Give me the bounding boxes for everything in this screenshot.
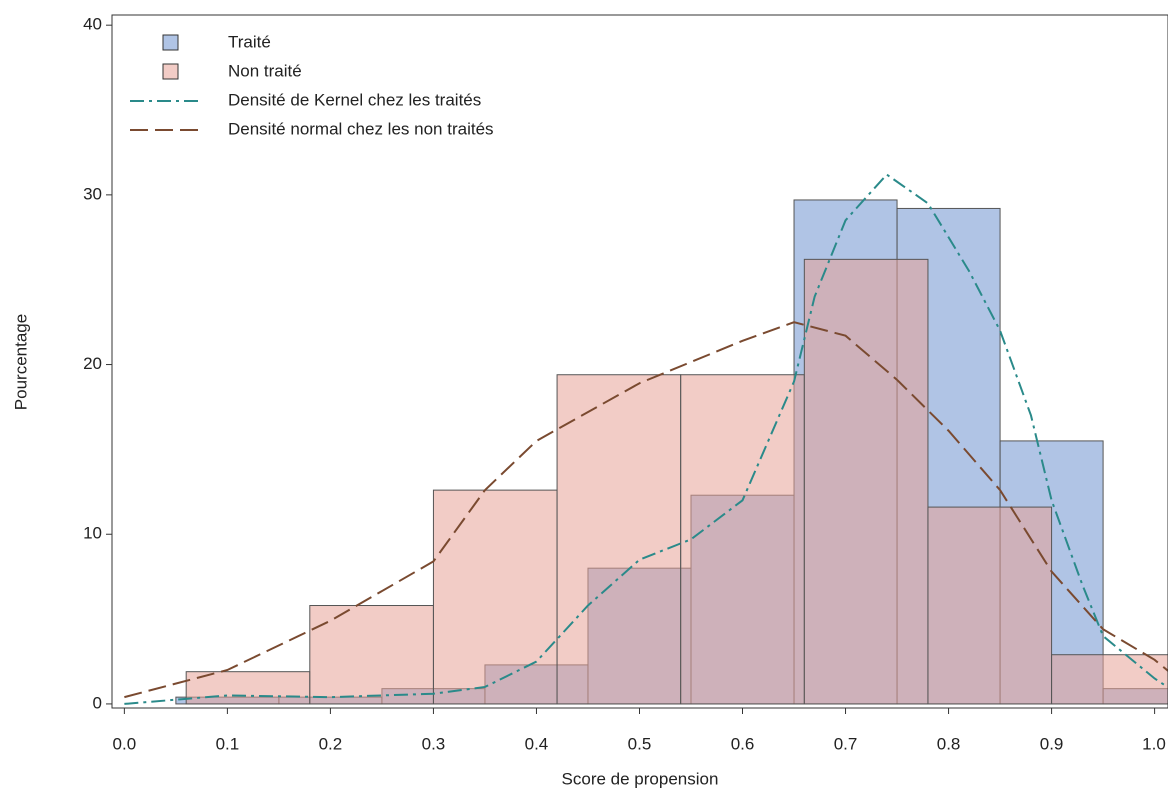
bar — [1051, 654, 1168, 705]
legend-label: Densité normal chez les non traités — [228, 119, 494, 138]
density-curve — [124, 173, 1168, 705]
x-tick-label: 1.0 — [1142, 734, 1166, 753]
x-axis-label: Score de propension — [562, 769, 719, 788]
y-tick-label: 0 — [93, 693, 102, 712]
y-tick-label: 10 — [83, 524, 102, 543]
x-tick-label: 0.0 — [113, 734, 137, 753]
y-tick-label: 30 — [83, 184, 102, 203]
legend-swatch — [162, 63, 179, 80]
bar — [185, 671, 311, 705]
y-axis-label: Pourcentage — [11, 314, 30, 410]
bar — [309, 605, 434, 705]
bar — [927, 506, 1053, 705]
bar — [432, 489, 558, 705]
legend-label: Traité — [228, 32, 271, 51]
x-tick-label: 0.3 — [422, 734, 446, 753]
density-curve — [124, 321, 1168, 699]
y-tick-label: 20 — [83, 354, 102, 373]
y-tick-label: 40 — [83, 15, 102, 34]
legend-label: Densité de Kernel chez les traités — [228, 90, 481, 109]
x-tick-label: 0.8 — [937, 734, 961, 753]
bar — [803, 258, 929, 705]
legend-swatch — [162, 34, 179, 51]
legend-label: Non traité — [228, 61, 302, 80]
x-tick-label: 0.9 — [1040, 734, 1064, 753]
bar — [556, 374, 682, 705]
plot-frame — [111, 14, 1168, 709]
x-tick-label: 0.2 — [319, 734, 343, 753]
x-tick-label: 0.7 — [834, 734, 858, 753]
plot — [124, 173, 1168, 705]
x-tick-label: 0.4 — [525, 734, 549, 753]
bar — [680, 374, 805, 705]
x-tick-label: 0.6 — [731, 734, 755, 753]
x-tick-label: 0.5 — [628, 734, 652, 753]
x-tick-label: 0.1 — [216, 734, 240, 753]
